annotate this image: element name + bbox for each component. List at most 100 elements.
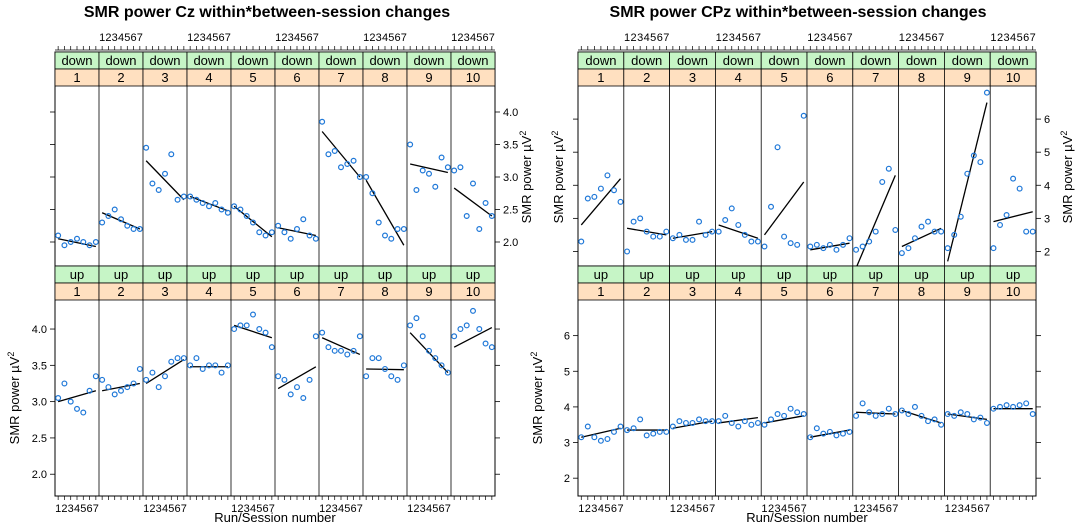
data-point bbox=[637, 215, 644, 222]
strip-session-label: 2 bbox=[643, 284, 650, 299]
data-point bbox=[451, 333, 458, 340]
x-tick-label-bottom: 2 bbox=[676, 503, 682, 515]
data-point bbox=[143, 144, 150, 151]
x-axis-label: Run/Session number bbox=[214, 510, 336, 525]
x-tick-label-bottom: 5 bbox=[432, 503, 438, 515]
x-tick-label-top: 4 bbox=[294, 32, 300, 44]
strip-session-label: 6 bbox=[826, 284, 833, 299]
y-axis-label-right: SMR power µV2 bbox=[1059, 131, 1075, 224]
data-point bbox=[584, 423, 591, 430]
data-point bbox=[400, 362, 407, 369]
x-tick-label-bottom: 4 bbox=[162, 503, 168, 515]
x-tick-label-top: 1 bbox=[363, 32, 369, 44]
data-point bbox=[363, 174, 370, 181]
data-point bbox=[382, 365, 389, 372]
data-point bbox=[162, 373, 169, 380]
y-tick-label: 3 bbox=[1044, 213, 1050, 225]
x-tick-label-bottom: 1 bbox=[407, 503, 413, 515]
data-point bbox=[735, 221, 742, 228]
y-tick-label: 5 bbox=[564, 366, 570, 378]
y-tick-label: 3.0 bbox=[32, 397, 47, 409]
data-point bbox=[149, 180, 156, 187]
data-point bbox=[820, 245, 827, 252]
data-point bbox=[853, 412, 860, 419]
x-tick-label-bottom: 3 bbox=[332, 503, 338, 515]
x-tick-label-bottom: 1 bbox=[670, 503, 676, 515]
data-point bbox=[846, 428, 853, 435]
data-point bbox=[432, 183, 439, 190]
x-tick-label-top: 5 bbox=[650, 32, 656, 44]
data-point bbox=[237, 322, 244, 329]
strip-session-label: 4 bbox=[205, 284, 212, 299]
data-point bbox=[382, 232, 389, 239]
x-tick-label-bottom: 4 bbox=[74, 503, 80, 515]
x-tick-label-top: 7 bbox=[401, 32, 407, 44]
x-tick-label-bottom: 6 bbox=[263, 503, 269, 515]
data-point bbox=[741, 231, 748, 238]
data-point bbox=[1029, 228, 1036, 235]
x-tick-label-top: 1 bbox=[716, 32, 722, 44]
x-tick-label-bottom: 1 bbox=[319, 503, 325, 515]
x-tick-label-top: 1 bbox=[990, 32, 996, 44]
x-tick-label-bottom: 5 bbox=[80, 503, 86, 515]
x-tick-label-bottom: 3 bbox=[774, 503, 780, 515]
data-point bbox=[231, 203, 238, 210]
fit-line bbox=[901, 227, 942, 248]
data-point bbox=[319, 329, 326, 336]
data-point bbox=[61, 380, 68, 387]
y-tick-label: 3.5 bbox=[503, 140, 518, 152]
data-point bbox=[444, 369, 451, 376]
fit-line bbox=[321, 337, 361, 356]
x-tick-label-bottom: 6 bbox=[439, 503, 445, 515]
strip-group-label: up bbox=[290, 267, 304, 282]
y-tick-label: 4 bbox=[1044, 180, 1050, 192]
strip-group-label: up bbox=[914, 267, 928, 282]
data-point bbox=[180, 355, 187, 362]
data-point bbox=[237, 206, 244, 213]
data-point bbox=[630, 218, 637, 225]
data-point bbox=[338, 164, 345, 171]
data-point bbox=[117, 216, 124, 223]
data-point bbox=[925, 418, 932, 425]
data-point bbox=[597, 185, 604, 192]
strip-group-label: down bbox=[677, 53, 708, 68]
x-tick-label-top: 3 bbox=[729, 32, 735, 44]
data-point bbox=[885, 165, 892, 172]
data-point bbox=[463, 213, 470, 220]
data-point bbox=[212, 362, 219, 369]
data-point bbox=[846, 235, 853, 242]
data-point bbox=[905, 411, 912, 418]
x-tick-label-bottom: 5 bbox=[696, 503, 702, 515]
strip-group-label: down bbox=[325, 53, 356, 68]
fit-line bbox=[580, 178, 622, 226]
fit-line bbox=[410, 163, 448, 174]
x-tick-label-bottom: 1 bbox=[55, 503, 61, 515]
x-tick-label-bottom: 2 bbox=[325, 503, 331, 515]
data-point bbox=[174, 355, 181, 362]
y-axis-label-left-superscript: 2 bbox=[6, 352, 16, 357]
x-tick-label-bottom: 2 bbox=[413, 503, 419, 515]
x-tick-label-bottom: 5 bbox=[256, 503, 262, 515]
strip-group-label: down bbox=[631, 53, 662, 68]
x-tick-label-bottom: 7 bbox=[617, 503, 623, 515]
data-point bbox=[931, 416, 938, 423]
strip-session-label: 8 bbox=[918, 70, 925, 85]
strip-group-label: up bbox=[202, 267, 216, 282]
strip-session-label: 5 bbox=[780, 70, 787, 85]
data-point bbox=[130, 380, 137, 387]
strip-session-label: 1 bbox=[597, 284, 604, 299]
data-point bbox=[696, 416, 703, 423]
data-point bbox=[911, 403, 918, 410]
data-point bbox=[748, 238, 755, 245]
x-tick-label-top: 2 bbox=[905, 32, 911, 44]
x-tick-label-top: 6 bbox=[131, 32, 137, 44]
strip-group-label: down bbox=[860, 53, 891, 68]
data-point bbox=[970, 416, 977, 423]
data-point bbox=[426, 347, 433, 354]
strip-session-label: 3 bbox=[161, 284, 168, 299]
strip-session-label: 8 bbox=[918, 284, 925, 299]
x-tick-label-bottom: 1 bbox=[143, 503, 149, 515]
strip-group-label: up bbox=[114, 267, 128, 282]
fit-line bbox=[763, 181, 805, 236]
data-point bbox=[488, 213, 495, 220]
